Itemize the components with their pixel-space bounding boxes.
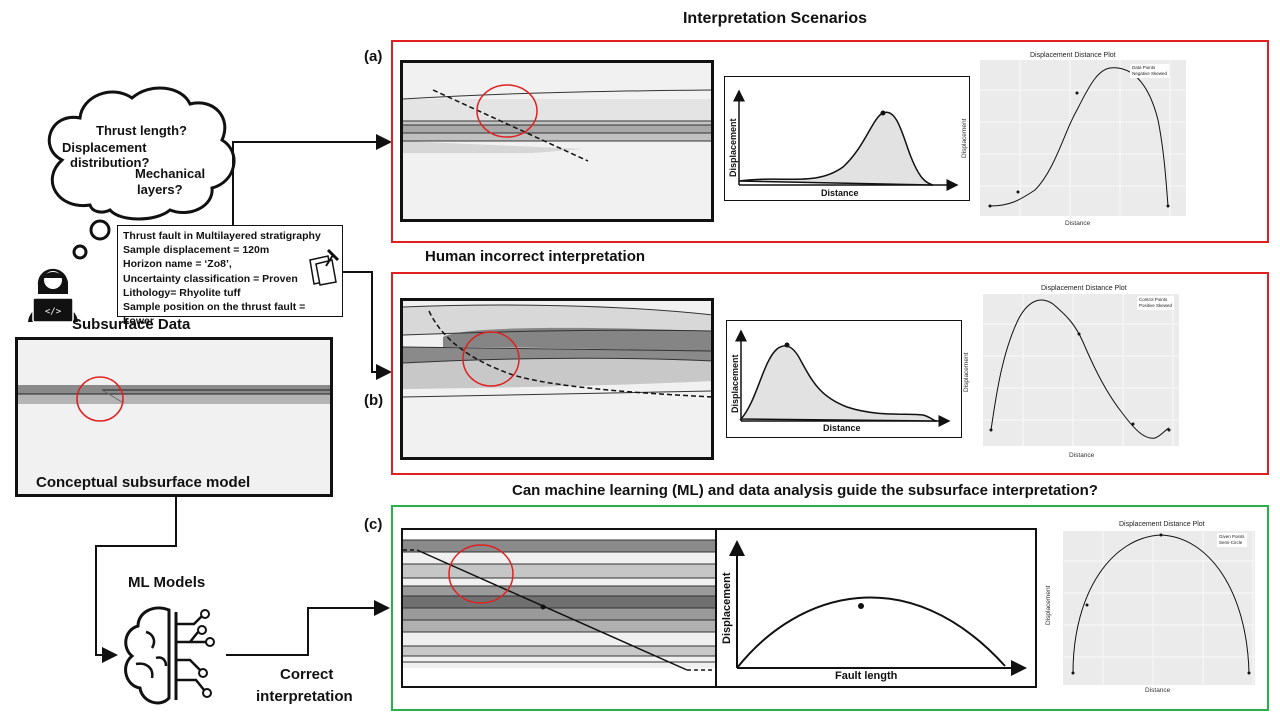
scenario-c-frame: Fault length Displacement Displacement D… xyxy=(391,505,1269,711)
svg-text:</>: </> xyxy=(45,307,62,317)
plot-a-legend-line: Negative Skewed xyxy=(1132,71,1168,76)
note-line: Thrust fault in Multilayered stratigraph… xyxy=(123,230,321,242)
plot-b-grid xyxy=(983,294,1179,446)
note-line: Uncertainty classification = Proven xyxy=(123,272,298,285)
plot-c-legend-points: Given Points xyxy=(1219,534,1245,539)
plot-c-y-label: Displacement xyxy=(1045,585,1052,625)
plot-b-x-label: Distance xyxy=(1069,452,1095,459)
sketch-a: Distance Displacement xyxy=(724,76,970,201)
plot-c xyxy=(1063,531,1255,685)
sketch-a-y-axis-label: Displacement xyxy=(728,118,738,177)
human-incorrect-title: Human incorrect interpretation xyxy=(425,248,646,265)
question-mechanical-line2: layers? xyxy=(137,182,183,197)
plot-a-grid xyxy=(980,60,1186,216)
plot-b xyxy=(983,294,1179,446)
label-a: (a) xyxy=(364,48,383,65)
plot-c-grid xyxy=(1063,531,1255,685)
sketch-b-y-axis-label: Displacement xyxy=(730,354,740,413)
plot-a xyxy=(980,60,1186,216)
conceptual-model-panel: Conceptual subsurface model xyxy=(15,337,333,497)
plot-c-title: Displacement Distance Plot xyxy=(1119,521,1205,528)
scenario-b-section xyxy=(400,298,714,460)
section-divider xyxy=(715,530,717,686)
correct-interpretation-line2: interpretation xyxy=(256,688,353,705)
plot-b-legend: Control Points Positive Skewed xyxy=(1137,296,1175,310)
plot-c-legend-line: Semi-Circle xyxy=(1219,540,1243,545)
sketch-b: Distance Displacement xyxy=(726,320,962,438)
sketch-a-x-axis-label: Distance xyxy=(821,188,859,198)
plot-b-y-label: Displacement xyxy=(963,352,970,392)
sketch-c-x-axis-label: Fault length xyxy=(835,670,898,682)
plot-b-legend-points: Control Points xyxy=(1139,297,1168,302)
sample-info-note: Thrust fault in Multilayered stratigraph… xyxy=(117,225,343,327)
ml-question: Can machine learning (ML) and data analy… xyxy=(512,482,1098,499)
plot-a-x-label: Distance xyxy=(1065,220,1091,227)
pinned-note-icon xyxy=(309,248,340,286)
plot-b-title: Displacement Distance Plot xyxy=(1041,285,1127,292)
sketch-b-x-axis-label: Distance xyxy=(823,423,861,433)
note-line: Sample displacement = 120m xyxy=(123,244,270,257)
label-b: (b) xyxy=(364,392,384,409)
plot-c-legend: Given Points Semi-Circle xyxy=(1217,533,1247,547)
subsurface-data-label: Subsurface Data xyxy=(72,316,191,333)
question-thrust-length: Thrust length? xyxy=(96,123,187,138)
question-displacement-line1: Displacement xyxy=(62,140,147,155)
plot-b-legend-line: Positive Skewed xyxy=(1139,303,1173,308)
sketch-c-y-axis-label: Displacement xyxy=(721,572,733,644)
plot-c-x-label: Distance xyxy=(1145,687,1171,694)
plot-a-legend: Data Points Negative Skewed xyxy=(1130,64,1170,78)
conceptual-model-label: Conceptual subsurface model xyxy=(36,474,251,491)
person-laptop-icon: </> xyxy=(28,268,78,323)
plot-a-legend-points: Data Points xyxy=(1132,65,1156,70)
question-mechanical-line1: Mechanical xyxy=(135,166,206,181)
question-displacement-line2: distribution? xyxy=(70,155,150,170)
correct-interpretation-line1: Correct xyxy=(280,666,334,683)
brain-circuit-icon xyxy=(124,606,215,705)
label-c: (c) xyxy=(364,516,383,533)
scenario-a-section xyxy=(400,60,714,222)
plot-a-y-label: Displacement xyxy=(961,118,968,158)
note-line: Lithology= Rhyolite tuff xyxy=(123,286,241,299)
scenario-b-frame: Distance Displacement Displacement Dista… xyxy=(391,272,1269,475)
diagram-title: Interpretation Scenarios xyxy=(682,10,868,27)
note-line: Horizon name = ‘Zo8’, xyxy=(123,258,232,271)
scenario-c-section: Fault length Displacement xyxy=(401,528,1037,688)
plot-a-title: Displacement Distance Plot xyxy=(1030,52,1116,59)
scenario-a-frame: Distance Displacement Displacement Dista… xyxy=(391,40,1269,243)
sketch-c xyxy=(729,540,1027,676)
note-line: Sample position on the thrust fault = Lo… xyxy=(123,301,306,328)
ml-models-label: ML Models xyxy=(128,574,206,591)
